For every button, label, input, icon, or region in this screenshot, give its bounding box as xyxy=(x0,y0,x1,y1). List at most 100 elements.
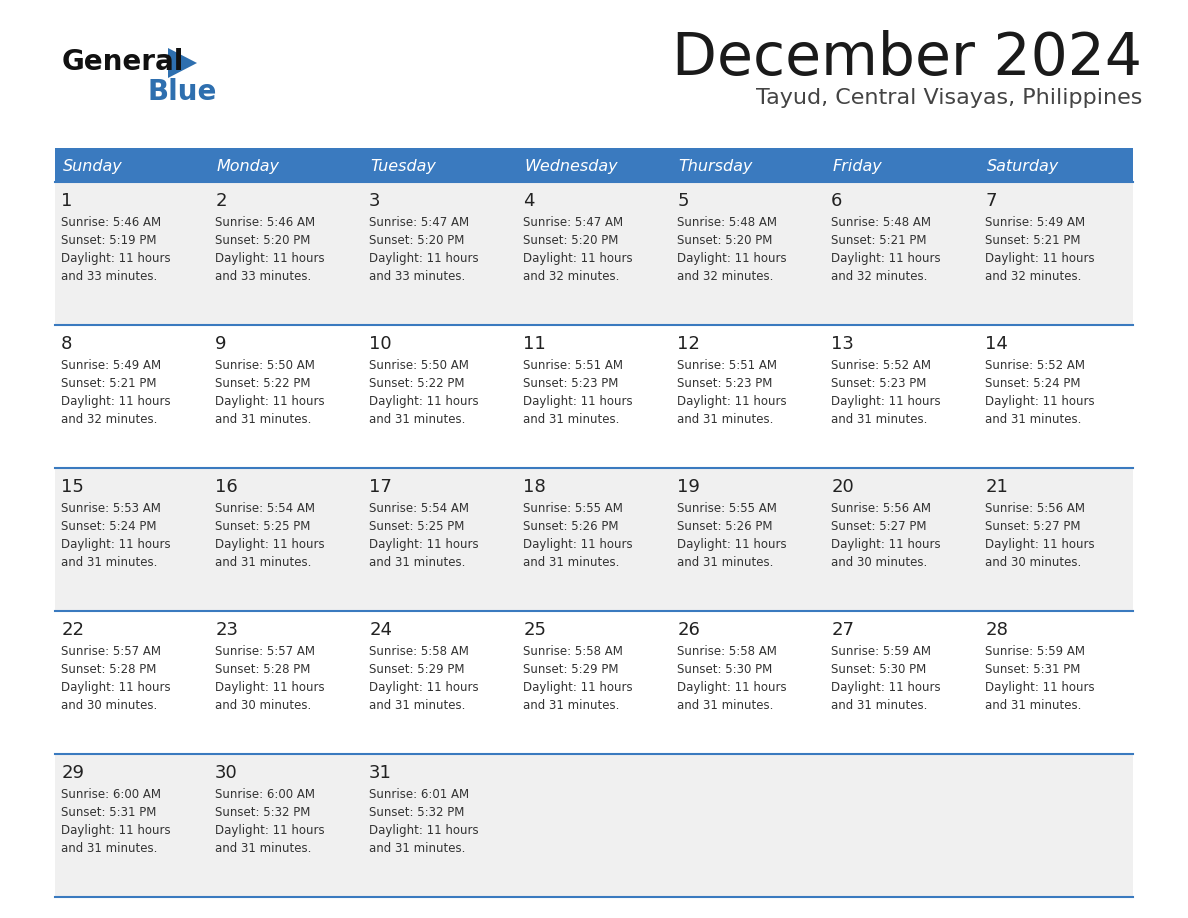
Text: Sunset: 5:32 PM: Sunset: 5:32 PM xyxy=(369,806,465,819)
Text: and 33 minutes.: and 33 minutes. xyxy=(369,270,466,283)
Text: 27: 27 xyxy=(832,621,854,639)
Text: Daylight: 11 hours: Daylight: 11 hours xyxy=(985,252,1095,265)
Text: Daylight: 11 hours: Daylight: 11 hours xyxy=(832,538,941,551)
Bar xyxy=(55,148,209,182)
Bar xyxy=(55,325,1133,468)
Text: Daylight: 11 hours: Daylight: 11 hours xyxy=(677,538,786,551)
Text: Sunrise: 5:51 AM: Sunrise: 5:51 AM xyxy=(677,359,777,372)
Text: Sunrise: 5:58 AM: Sunrise: 5:58 AM xyxy=(523,645,623,658)
Text: 4: 4 xyxy=(523,192,535,210)
Text: Tayud, Central Visayas, Philippines: Tayud, Central Visayas, Philippines xyxy=(756,88,1142,108)
Text: Sunrise: 6:00 AM: Sunrise: 6:00 AM xyxy=(215,788,315,801)
Text: Sunrise: 5:58 AM: Sunrise: 5:58 AM xyxy=(677,645,777,658)
Text: Daylight: 11 hours: Daylight: 11 hours xyxy=(369,681,479,694)
Text: Sunset: 5:24 PM: Sunset: 5:24 PM xyxy=(61,520,157,533)
Text: Tuesday: Tuesday xyxy=(371,159,436,174)
Text: and 32 minutes.: and 32 minutes. xyxy=(61,413,158,426)
Text: Daylight: 11 hours: Daylight: 11 hours xyxy=(677,395,786,408)
Text: and 30 minutes.: and 30 minutes. xyxy=(215,699,311,712)
Text: Sunrise: 5:56 AM: Sunrise: 5:56 AM xyxy=(832,502,931,515)
Text: Sunrise: 5:52 AM: Sunrise: 5:52 AM xyxy=(985,359,1085,372)
Text: Sunrise: 5:50 AM: Sunrise: 5:50 AM xyxy=(215,359,315,372)
Text: Friday: Friday xyxy=(833,159,883,174)
Text: Sunrise: 5:54 AM: Sunrise: 5:54 AM xyxy=(369,502,469,515)
Text: and 31 minutes.: and 31 minutes. xyxy=(677,699,773,712)
Text: Daylight: 11 hours: Daylight: 11 hours xyxy=(61,395,171,408)
Text: Daylight: 11 hours: Daylight: 11 hours xyxy=(215,252,324,265)
Text: and 32 minutes.: and 32 minutes. xyxy=(677,270,773,283)
Text: Sunset: 5:20 PM: Sunset: 5:20 PM xyxy=(523,234,619,247)
Text: and 31 minutes.: and 31 minutes. xyxy=(215,842,311,855)
Bar xyxy=(979,148,1133,182)
Text: Sunset: 5:26 PM: Sunset: 5:26 PM xyxy=(523,520,619,533)
Text: Sunset: 5:21 PM: Sunset: 5:21 PM xyxy=(832,234,927,247)
Text: Daylight: 11 hours: Daylight: 11 hours xyxy=(832,395,941,408)
Text: Daylight: 11 hours: Daylight: 11 hours xyxy=(369,824,479,837)
Text: Sunset: 5:31 PM: Sunset: 5:31 PM xyxy=(985,663,1081,676)
Text: Sunset: 5:32 PM: Sunset: 5:32 PM xyxy=(215,806,310,819)
Text: Daylight: 11 hours: Daylight: 11 hours xyxy=(215,538,324,551)
Text: and 30 minutes.: and 30 minutes. xyxy=(832,556,928,569)
Text: 6: 6 xyxy=(832,192,842,210)
Text: Sunrise: 5:46 AM: Sunrise: 5:46 AM xyxy=(215,216,315,229)
Text: 24: 24 xyxy=(369,621,392,639)
Text: and 31 minutes.: and 31 minutes. xyxy=(523,556,619,569)
Text: and 31 minutes.: and 31 minutes. xyxy=(677,413,773,426)
Text: Sunset: 5:20 PM: Sunset: 5:20 PM xyxy=(215,234,310,247)
Text: Sunset: 5:30 PM: Sunset: 5:30 PM xyxy=(677,663,772,676)
Text: and 32 minutes.: and 32 minutes. xyxy=(832,270,928,283)
Text: 5: 5 xyxy=(677,192,689,210)
Text: Sunset: 5:26 PM: Sunset: 5:26 PM xyxy=(677,520,772,533)
Text: Daylight: 11 hours: Daylight: 11 hours xyxy=(985,395,1095,408)
Text: Sunrise: 5:46 AM: Sunrise: 5:46 AM xyxy=(61,216,162,229)
Bar xyxy=(55,468,1133,611)
Text: Sunset: 5:21 PM: Sunset: 5:21 PM xyxy=(985,234,1081,247)
Text: and 33 minutes.: and 33 minutes. xyxy=(215,270,311,283)
Text: 9: 9 xyxy=(215,335,227,353)
Text: 21: 21 xyxy=(985,478,1009,496)
Text: and 31 minutes.: and 31 minutes. xyxy=(832,413,928,426)
Bar xyxy=(55,611,1133,754)
Text: 23: 23 xyxy=(215,621,238,639)
Text: Daylight: 11 hours: Daylight: 11 hours xyxy=(523,681,633,694)
Text: 14: 14 xyxy=(985,335,1009,353)
Text: 25: 25 xyxy=(523,621,546,639)
Bar xyxy=(824,148,979,182)
Text: Sunset: 5:25 PM: Sunset: 5:25 PM xyxy=(369,520,465,533)
Text: Sunrise: 5:55 AM: Sunrise: 5:55 AM xyxy=(523,502,623,515)
Text: Sunrise: 5:57 AM: Sunrise: 5:57 AM xyxy=(61,645,162,658)
Text: Sunset: 5:23 PM: Sunset: 5:23 PM xyxy=(677,377,772,390)
Bar xyxy=(517,148,671,182)
Text: Sunset: 5:25 PM: Sunset: 5:25 PM xyxy=(215,520,310,533)
Text: Daylight: 11 hours: Daylight: 11 hours xyxy=(985,538,1095,551)
Text: Daylight: 11 hours: Daylight: 11 hours xyxy=(832,252,941,265)
Text: 15: 15 xyxy=(61,478,84,496)
Bar xyxy=(364,148,517,182)
Text: Sunset: 5:27 PM: Sunset: 5:27 PM xyxy=(985,520,1081,533)
Text: Sunset: 5:28 PM: Sunset: 5:28 PM xyxy=(61,663,157,676)
Polygon shape xyxy=(168,48,197,78)
Text: Sunrise: 5:52 AM: Sunrise: 5:52 AM xyxy=(832,359,931,372)
Text: Sunset: 5:29 PM: Sunset: 5:29 PM xyxy=(369,663,465,676)
Text: Sunset: 5:22 PM: Sunset: 5:22 PM xyxy=(369,377,465,390)
Text: Sunrise: 5:54 AM: Sunrise: 5:54 AM xyxy=(215,502,315,515)
Text: 17: 17 xyxy=(369,478,392,496)
Text: Sunrise: 5:47 AM: Sunrise: 5:47 AM xyxy=(369,216,469,229)
Text: Sunrise: 5:55 AM: Sunrise: 5:55 AM xyxy=(677,502,777,515)
Text: Sunset: 5:19 PM: Sunset: 5:19 PM xyxy=(61,234,157,247)
Text: 11: 11 xyxy=(523,335,546,353)
Text: Sunrise: 5:51 AM: Sunrise: 5:51 AM xyxy=(523,359,624,372)
Text: and 31 minutes.: and 31 minutes. xyxy=(369,413,466,426)
Text: Sunrise: 5:48 AM: Sunrise: 5:48 AM xyxy=(677,216,777,229)
Text: Daylight: 11 hours: Daylight: 11 hours xyxy=(523,538,633,551)
Text: 19: 19 xyxy=(677,478,700,496)
Text: and 32 minutes.: and 32 minutes. xyxy=(985,270,1081,283)
Text: 3: 3 xyxy=(369,192,380,210)
Text: Sunset: 5:20 PM: Sunset: 5:20 PM xyxy=(369,234,465,247)
Text: and 31 minutes.: and 31 minutes. xyxy=(369,842,466,855)
Text: 8: 8 xyxy=(61,335,72,353)
Text: and 31 minutes.: and 31 minutes. xyxy=(523,413,619,426)
Text: Sunrise: 6:00 AM: Sunrise: 6:00 AM xyxy=(61,788,162,801)
Bar xyxy=(671,148,824,182)
Text: Blue: Blue xyxy=(147,78,216,106)
